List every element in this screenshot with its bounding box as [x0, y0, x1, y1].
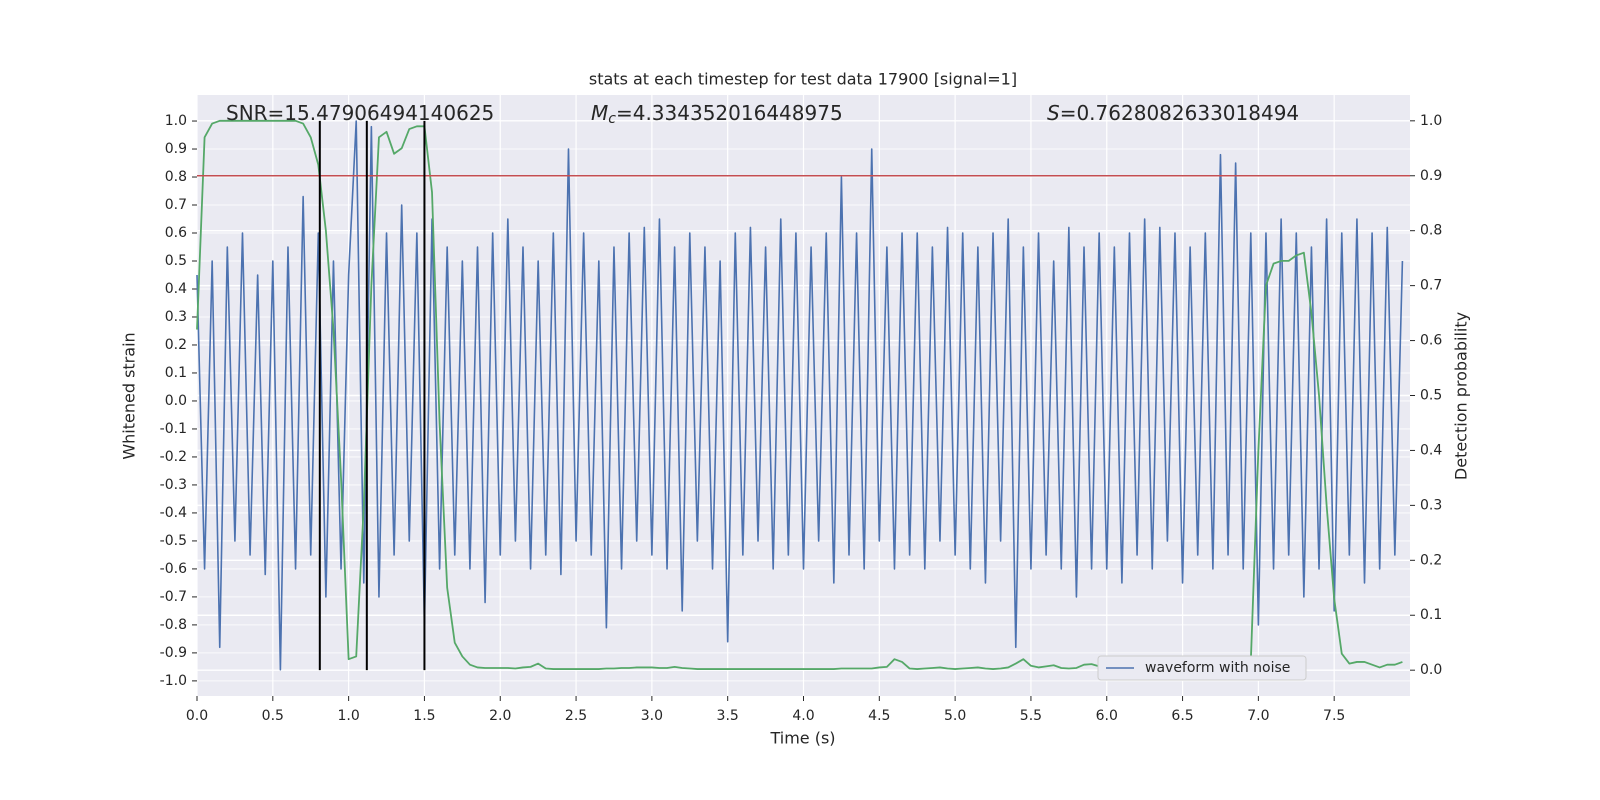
y-tick-label: -1.0 — [160, 673, 187, 689]
x-tick-label: 3.0 — [641, 708, 663, 724]
y2-tick-label: 0.2 — [1420, 552, 1442, 568]
chart-title: stats at each timestep for test data 179… — [589, 70, 1017, 89]
annotations: SNR=15.47906494140625 Mc=4.33435201644897… — [226, 101, 1299, 128]
y-tick-label: 1.0 — [165, 113, 187, 129]
x-tick-label: 3.5 — [717, 708, 739, 724]
y2-tick-label: 0.1 — [1420, 607, 1442, 623]
y-tick-label: 0.9 — [165, 141, 187, 157]
annotation-symbol: M — [591, 101, 608, 125]
x-tick-label: 2.5 — [565, 708, 587, 724]
x-tick-label: 4.5 — [868, 708, 890, 724]
y2-tick-label: 0.6 — [1420, 333, 1442, 349]
y2-tick-label: 0.3 — [1420, 497, 1442, 513]
y-tick-label: 0.1 — [165, 365, 187, 381]
y2-axis-label: Detection probability — [1452, 312, 1471, 480]
x-tick-label: 1.0 — [337, 708, 359, 724]
y2-tick-label: 0.9 — [1420, 168, 1442, 184]
y-tick-label: 0.3 — [165, 309, 187, 325]
annotation-text: SNR=15.47906494140625 — [226, 101, 494, 125]
x-tick-label: 1.5 — [413, 708, 435, 724]
y-tick-label: -0.1 — [160, 421, 187, 437]
y-tick-label: 0.5 — [165, 253, 187, 269]
legend-box — [1097, 655, 1307, 681]
x-tick-label: 5.5 — [1020, 708, 1042, 724]
legend-label: waveform with noise — [1145, 660, 1290, 676]
y2-tick-label: 0.7 — [1420, 278, 1442, 294]
x-tick-label: 7.0 — [1247, 708, 1269, 724]
x-tick-label: 6.5 — [1171, 708, 1193, 724]
marks — [196, 119, 1410, 671]
y-tick-label: -0.9 — [160, 645, 187, 661]
y-tick-label: -0.2 — [160, 449, 187, 465]
annotation: SNR=15.47906494140625 — [226, 101, 494, 125]
annotation: Mc=4.334352016448975 — [591, 101, 843, 128]
annotation-symbol: S — [1047, 101, 1060, 125]
legend: waveform with noise — [1097, 655, 1307, 681]
y2-tick-label: 0.4 — [1420, 442, 1442, 458]
y-tick-label: 0.7 — [165, 197, 187, 213]
x-tick-label: 0.0 — [186, 708, 208, 724]
annotation-subscript: c — [608, 111, 616, 127]
annotation: S=0.7628082633018494 — [1047, 101, 1299, 125]
x-axis-label: Time (s) — [769, 729, 835, 748]
y-tick-label: -0.7 — [160, 589, 187, 605]
y2-tick-label: 0.5 — [1420, 388, 1442, 404]
x-tick-label: 7.5 — [1323, 708, 1345, 724]
series-line — [196, 120, 1404, 671]
y2-tick-label: 0.8 — [1420, 223, 1442, 239]
y-tick-label: 0.0 — [165, 393, 187, 409]
y-tick-label: -0.5 — [160, 533, 187, 549]
x-tick-label: 4.0 — [792, 708, 814, 724]
y-tick-label: -0.3 — [160, 477, 187, 493]
y2-tick-label: 1.0 — [1420, 113, 1442, 129]
y-tick-label: -0.4 — [160, 505, 187, 521]
x-tick-label: 2.0 — [489, 708, 511, 724]
x-tick-label: 0.5 — [262, 708, 284, 724]
annotation-text: =4.334352016448975 — [616, 101, 843, 125]
y-tick-label: 0.6 — [165, 225, 187, 241]
y-tick-label: 0.2 — [165, 337, 187, 353]
y2-tick-label: 0.0 — [1420, 662, 1442, 678]
x-tick-label: 5.0 — [944, 708, 966, 724]
annotation-text: =0.7628082633018494 — [1060, 101, 1299, 125]
y-tick-label: 0.8 — [165, 169, 187, 185]
y-axis-label: Whitened strain — [120, 332, 139, 459]
y-tick-label: -0.8 — [160, 617, 187, 633]
y-tick-label: -0.6 — [160, 561, 187, 577]
y-tick-label: 0.4 — [165, 281, 187, 297]
x-tick-label: 6.0 — [1096, 708, 1118, 724]
